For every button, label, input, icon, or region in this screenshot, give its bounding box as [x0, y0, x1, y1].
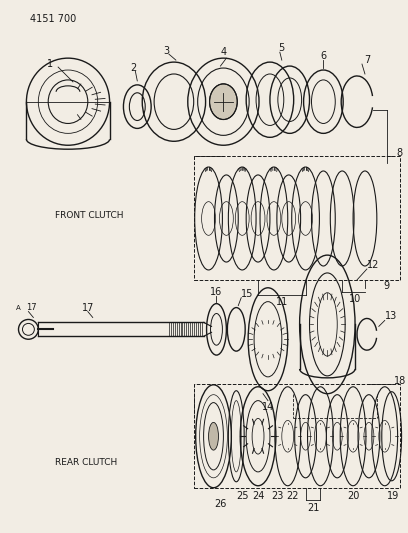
- Text: 13: 13: [385, 311, 397, 321]
- Text: 15: 15: [241, 289, 254, 298]
- Text: 1: 1: [47, 59, 53, 69]
- Text: REAR CLUTCH: REAR CLUTCH: [55, 458, 118, 467]
- Bar: [194, 384, 399, 488]
- Text: 21: 21: [307, 503, 320, 513]
- Ellipse shape: [208, 422, 218, 450]
- Text: 4: 4: [220, 47, 226, 57]
- Text: 22: 22: [286, 491, 299, 500]
- Text: 10: 10: [349, 294, 361, 304]
- Text: 19: 19: [387, 491, 399, 500]
- Text: 6: 6: [320, 51, 326, 61]
- Text: 17: 17: [27, 303, 37, 312]
- Text: 4151 700: 4151 700: [30, 13, 77, 23]
- Text: FRONT CLUTCH: FRONT CLUTCH: [55, 211, 124, 220]
- Text: 5: 5: [279, 43, 285, 53]
- Text: 3: 3: [163, 46, 169, 56]
- Text: 25: 25: [236, 491, 248, 500]
- Text: 11: 11: [276, 297, 288, 306]
- Text: 17: 17: [82, 303, 94, 312]
- Text: 14: 14: [262, 401, 274, 411]
- Ellipse shape: [210, 84, 237, 119]
- Text: 12: 12: [367, 260, 379, 270]
- Text: 2: 2: [130, 63, 136, 73]
- Bar: [194, 156, 399, 280]
- Text: 9: 9: [384, 281, 390, 291]
- Text: 24: 24: [252, 491, 264, 500]
- Text: 7: 7: [364, 55, 370, 65]
- Text: 26: 26: [214, 498, 226, 508]
- Text: 18: 18: [394, 376, 406, 386]
- Text: 8: 8: [397, 148, 403, 158]
- Text: A: A: [16, 304, 20, 311]
- Text: 16: 16: [211, 287, 223, 297]
- Text: 23: 23: [272, 491, 284, 500]
- Text: 20: 20: [347, 491, 359, 500]
